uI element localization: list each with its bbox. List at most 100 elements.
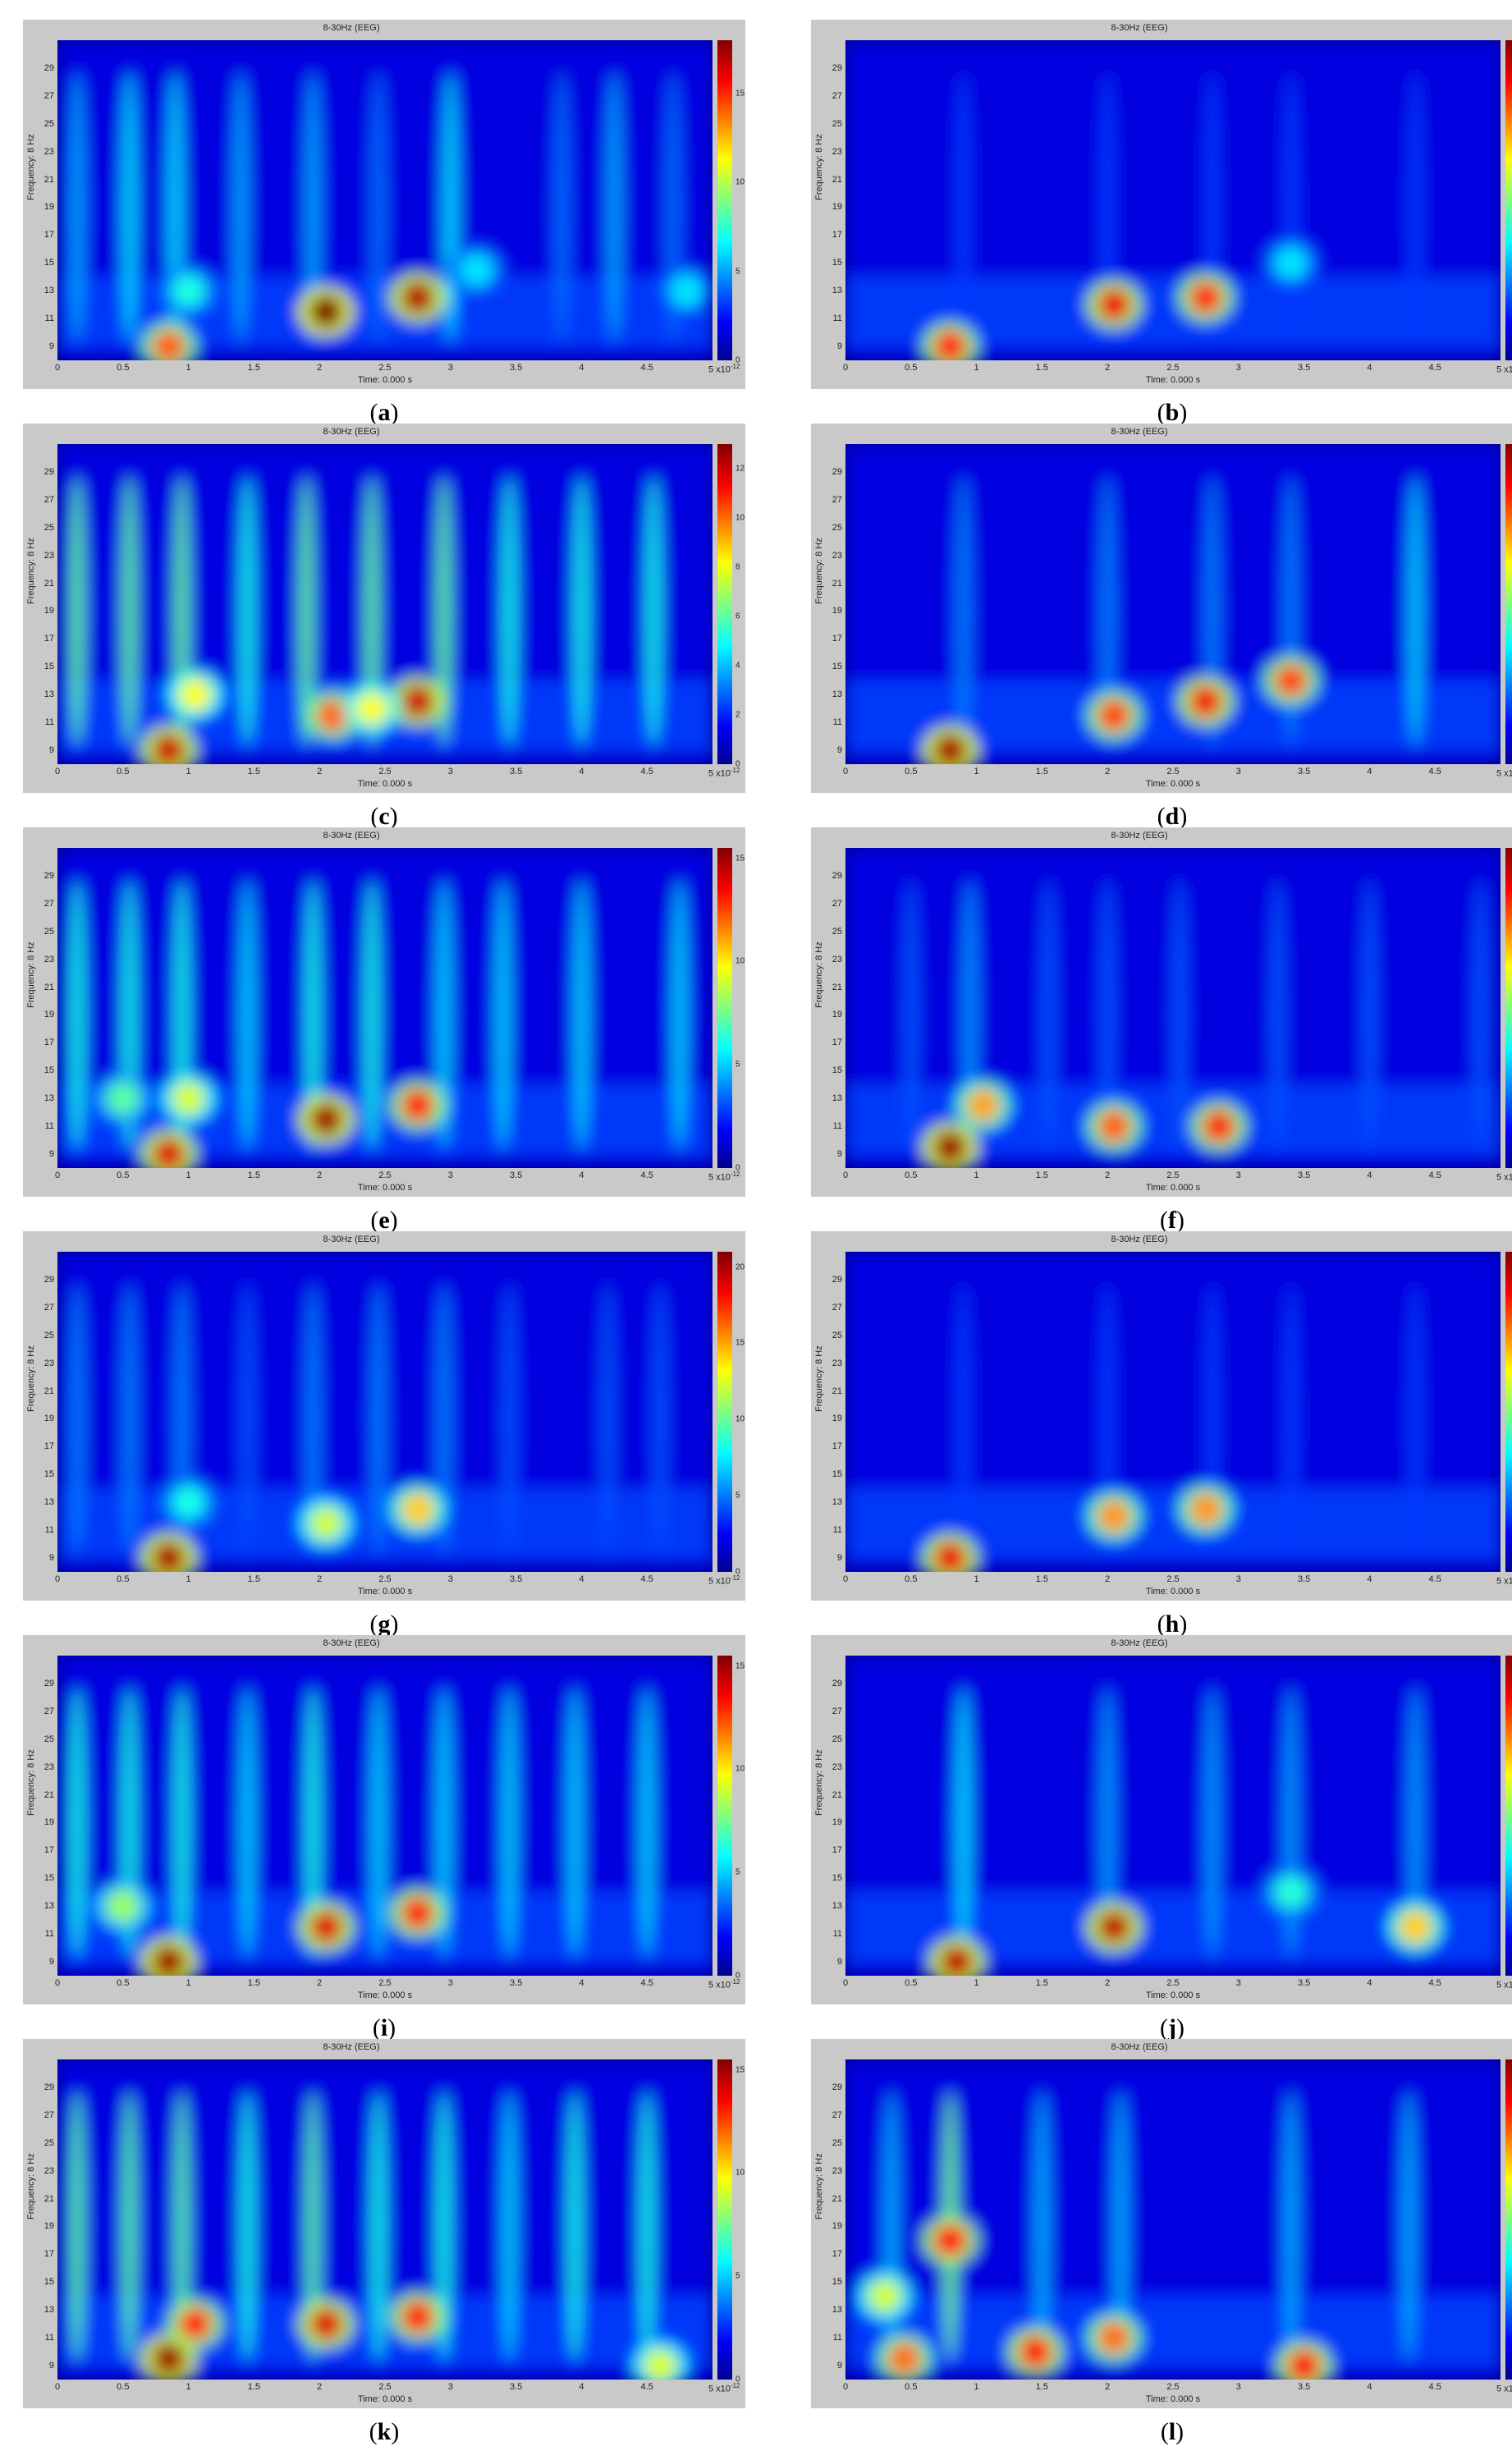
y-tick-label: 27: [44, 2110, 54, 2120]
y-tick-label: 25: [832, 1734, 842, 1744]
x-tick-label: 0.5: [905, 767, 918, 776]
power-streak: [494, 880, 511, 1150]
y-tick-label: 27: [832, 1302, 842, 1312]
x-tick-label: 2.5: [378, 1978, 392, 1988]
x-tick-label: 3: [1235, 767, 1241, 776]
x-tick-label: 1.5: [1035, 767, 1049, 776]
heatmap-area: [57, 444, 712, 764]
x-tick-label: 1.5: [247, 1170, 261, 1180]
y-tick-label: 13: [44, 2305, 54, 2316]
x-tick-label: 5: [708, 1576, 714, 1587]
power-streak: [305, 1688, 322, 1958]
power-streak: [239, 1284, 256, 1554]
x-axis-exponent: 5 x10-12: [1496, 363, 1512, 375]
y-tick-label: 29: [832, 1274, 842, 1285]
caption-paren: ): [1175, 2418, 1184, 2445]
colorbar: [717, 40, 732, 360]
exponent-power: -12: [730, 1978, 740, 1986]
colorbar-tick: 10: [735, 956, 745, 966]
y-tick-label: 25: [44, 926, 54, 937]
spectrogram-panel-k: 8-30Hz (EEG) 15 10 5 0 29 27 25 23 21 19 17 15 13 11 9 0…: [23, 2039, 745, 2445]
y-tick-label: 11: [832, 2333, 842, 2343]
y-tick-label: 23: [44, 550, 54, 561]
x-tick-label: 0.5: [905, 2382, 918, 2392]
power-streak: [599, 1284, 616, 1554]
caption-paren: ): [390, 399, 399, 426]
power-streak: [435, 476, 452, 746]
y-tick-label: 13: [44, 1901, 54, 1912]
y-tick-label: 19: [44, 2221, 54, 2232]
power-streak: [566, 1688, 584, 1958]
caption-paren: (: [1157, 399, 1166, 426]
y-tick-label: 11: [832, 314, 842, 324]
hotspot: [1097, 699, 1131, 732]
power-streak: [298, 476, 315, 746]
caption-paren: ): [389, 1207, 398, 1234]
heatmap-svg: [57, 1252, 712, 1572]
y-tick-label: 29: [44, 870, 54, 881]
x-axis-label: Time: 0.000 s: [357, 2394, 413, 2404]
heatmap-svg: [57, 444, 712, 764]
heatmap-svg: [57, 2059, 712, 2380]
y-tick-label: 25: [832, 118, 842, 129]
hotspot: [309, 1910, 343, 1944]
y-tick-label: 11: [44, 314, 54, 324]
power-streak: [1040, 880, 1057, 1150]
heatmap-area: [845, 2059, 1501, 2380]
hotspot: [887, 2342, 921, 2375]
y-tick-label: 23: [832, 2165, 842, 2176]
y-tick-label: 15: [832, 1873, 842, 1884]
caption-paren: (: [370, 1207, 379, 1234]
y-tick-label: 11: [44, 2333, 54, 2343]
x-tick-label: 1.5: [1035, 2382, 1049, 2392]
y-tick-label: 29: [44, 62, 54, 73]
y-tick-label: 21: [44, 578, 54, 589]
chart-title: 8-30Hz (EEG): [1111, 2042, 1168, 2052]
x-tick-label: 2: [317, 767, 323, 776]
power-streak: [121, 2091, 138, 2362]
hotspot: [1202, 1110, 1235, 1143]
y-tick-label: 15: [44, 1065, 54, 1076]
y-tick-label: 9: [836, 1149, 842, 1160]
power-streak: [1099, 1688, 1116, 1958]
power-streak: [501, 476, 518, 746]
x-tick-label: 1.5: [1035, 363, 1049, 373]
hotspot: [1019, 2335, 1052, 2369]
y-tick-label: 11: [832, 1929, 842, 1940]
heatmap-svg: [845, 444, 1501, 764]
y-tick-label: 17: [832, 634, 842, 644]
hotspot: [868, 2279, 901, 2313]
chart-title: 8-30Hz (EEG): [323, 1235, 380, 1244]
power-streak: [370, 72, 387, 342]
x-tick-label: 4.5: [1428, 1574, 1441, 1584]
x-tick-label: 1.5: [1035, 1978, 1049, 1988]
y-tick-label: 23: [832, 1761, 842, 1772]
x-axis-label: Time: 0.000 s: [357, 779, 413, 789]
y-tick-label: 15: [44, 662, 54, 672]
y-axis-label: Frequency: 8 Hz: [26, 941, 36, 1008]
spectrogram-panel-d: 8-30Hz (EEG)1210864202927252321191715131…: [811, 424, 1512, 830]
y-tick-label: 11: [832, 1525, 842, 1536]
power-streak: [1361, 880, 1378, 1150]
y-tick-label: 11: [44, 1525, 54, 1536]
power-streak: [639, 1688, 656, 1958]
spectrogram-panel-e: 8-30Hz (EEG) 15 10 5 0 29 27 25 23 21 19 17 15 13 11 9 0…: [23, 827, 745, 1234]
colorbar-tick: 5: [735, 1491, 740, 1500]
x-axis-exponent: 5 x10-12: [1496, 1574, 1512, 1587]
hotspot: [1399, 1910, 1432, 1944]
x-tick-label: 1: [186, 1170, 191, 1180]
x-tick-label: 3: [1235, 1574, 1241, 1584]
hotspot: [460, 253, 493, 286]
heatmap-svg: [57, 40, 712, 360]
power-streak: [239, 880, 256, 1150]
y-tick-label: 17: [44, 230, 54, 241]
x-tick-label: 1.5: [247, 767, 261, 776]
caption-paren: (: [369, 1610, 378, 1638]
x-tick-label: 3.5: [1297, 2382, 1311, 2392]
panel-caption: (g): [23, 1610, 745, 1638]
panel-caption: (h): [811, 1610, 1512, 1638]
x-tick-label: 4.5: [640, 1574, 653, 1584]
x-tick-label: 2: [317, 1170, 323, 1180]
x-tick-label: 2: [317, 2382, 323, 2392]
